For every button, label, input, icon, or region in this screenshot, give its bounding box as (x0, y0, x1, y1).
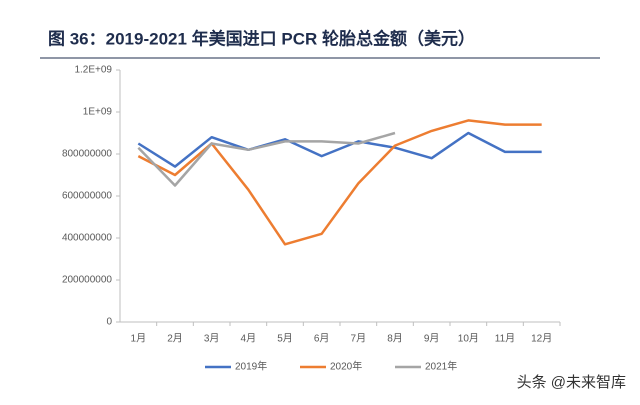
y-tick-label: 200000000 (62, 275, 112, 286)
x-tick-label: 8月 (387, 333, 403, 345)
series-line (137, 131, 396, 187)
x-tick-label: 7月 (351, 333, 367, 345)
x-tick-label: 9月 (424, 333, 440, 345)
x-tick-label: 1月 (131, 333, 147, 345)
series-line (137, 131, 542, 168)
y-tick-label: 400000000 (62, 233, 112, 244)
x-tick-label: 11月 (495, 333, 515, 345)
x-tick-label: 2月 (167, 333, 183, 345)
legend-label: 2021年 (425, 360, 457, 373)
y-tick-label: 600000000 (62, 191, 112, 202)
x-tick-label: 12月 (531, 333, 552, 345)
y-tick-label: 1E+09 (83, 107, 113, 118)
y-tick-label: 0 (106, 317, 112, 328)
legend-label: 2019年 (235, 360, 267, 373)
x-tick-label: 4月 (241, 333, 257, 345)
y-tick-label: 1.2E+09 (74, 65, 112, 76)
x-tick-label: 5月 (277, 333, 293, 345)
x-tick-label: 3月 (204, 333, 220, 345)
chart-title: 图 36：2019-2021 年美国进口 PCR 轮胎总金额（美元） (48, 28, 475, 48)
legend-label: 2020年 (330, 360, 362, 373)
y-tick-label: 800000000 (62, 149, 112, 160)
watermark: 头条 @未来智库 (517, 373, 626, 391)
x-tick-label: 10月 (458, 333, 479, 345)
x-tick-label: 6月 (314, 333, 330, 345)
